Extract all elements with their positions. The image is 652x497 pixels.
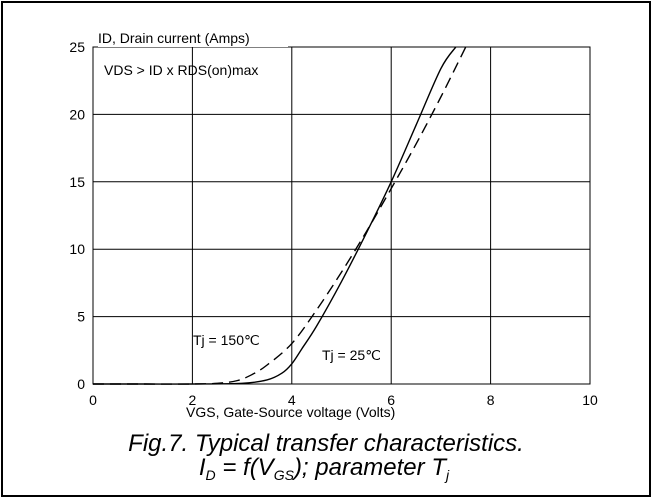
grid	[93, 47, 590, 384]
caption-id-symbol: I	[198, 454, 206, 481]
series-label-150: Tj = 150℃	[193, 332, 260, 348]
condition-annotation: VDS > ID x RDS(on)max	[104, 62, 258, 78]
y-axis-label: ID, Drain current (Amps)	[98, 30, 250, 46]
y-tick-label: 5	[77, 309, 85, 325]
x-axis-label: VGS, Gate-Source voltage (Volts)	[186, 404, 395, 420]
ylabel-background	[98, 35, 288, 47]
x-tick-label: 2	[189, 392, 197, 408]
caption-line-2: ID = f(VGS); parameter Tj	[0, 454, 650, 483]
transfer-characteristics-chart: 0 2 4 6 8 10 0 5 10 15 20 25 ID, Drain current (Amp…	[69, 30, 598, 420]
tick-labels: 0 2 4 6 8 10 0 5 10 15 20 25	[69, 39, 598, 408]
caption-function: = f(V	[215, 454, 274, 481]
series-line-1	[92, 46, 467, 385]
series-line-0	[92, 46, 457, 385]
x-tick-label: 10	[582, 392, 598, 408]
y-tick-label: 20	[69, 106, 85, 122]
caption-sub-gs: GS	[273, 467, 294, 483]
caption-parameter: ); parameter T	[293, 454, 446, 481]
caption-sub-j: j	[445, 467, 450, 483]
x-tick-label: 4	[288, 392, 296, 408]
caption-sub-d: D	[205, 467, 216, 483]
x-tick-label: 0	[89, 392, 97, 408]
x-tick-label: 8	[487, 392, 495, 408]
x-tick-label: 6	[387, 392, 395, 408]
series-label-25: Tj = 25℃	[322, 347, 381, 363]
y-tick-label: 25	[69, 39, 85, 55]
figure-caption: Fig.7. Typical transfer characteristics.…	[0, 430, 652, 483]
caption-line-1: Fig.7. Typical transfer characteristics.	[128, 430, 524, 457]
plot-area-border	[92, 46, 591, 385]
series-layer	[92, 46, 467, 385]
y-tick-label: 10	[69, 241, 85, 257]
y-tick-label: 15	[69, 174, 85, 190]
y-tick-label: 0	[77, 376, 85, 392]
